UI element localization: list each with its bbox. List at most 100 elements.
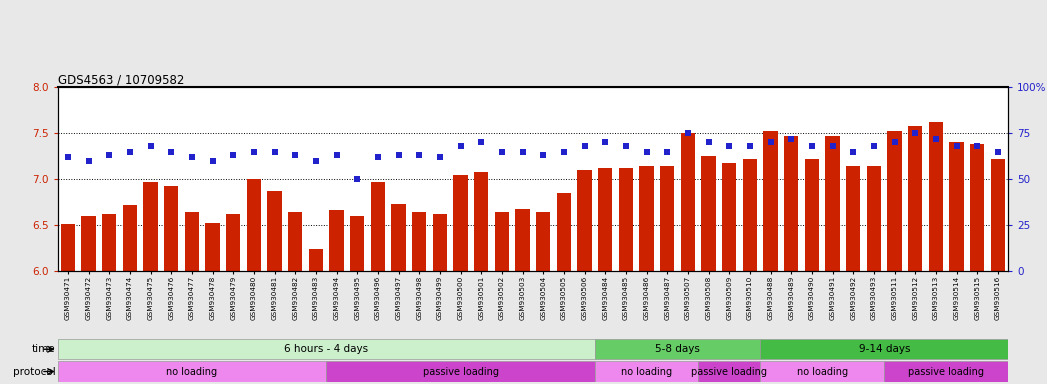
Bar [867, 166, 882, 271]
Text: no loading: no loading [621, 366, 672, 377]
Bar [267, 191, 282, 271]
Bar [58, 361, 327, 382]
Point [142, 143, 159, 149]
Point [163, 149, 180, 155]
Point [845, 149, 862, 155]
Bar [619, 168, 633, 271]
Text: protocol: protocol [13, 366, 55, 377]
Bar [846, 166, 861, 271]
Text: passive loading: passive loading [423, 366, 498, 377]
Bar [760, 361, 885, 382]
Bar [205, 223, 220, 271]
Bar [681, 133, 695, 271]
Text: 9-14 days: 9-14 days [859, 344, 910, 354]
Point [659, 149, 675, 155]
Bar [350, 216, 364, 271]
Bar [288, 212, 303, 271]
Point [949, 143, 965, 149]
Bar [825, 136, 840, 271]
Point [741, 143, 758, 149]
Bar [640, 166, 653, 271]
Bar [701, 156, 716, 271]
Text: GDS4563 / 10709582: GDS4563 / 10709582 [58, 73, 184, 86]
Point [121, 149, 138, 155]
Point [556, 149, 573, 155]
Text: no loading: no loading [166, 366, 218, 377]
Bar [58, 339, 595, 359]
Bar [432, 214, 447, 271]
Point [803, 143, 820, 149]
Text: passive loading: passive loading [908, 366, 984, 377]
Bar [722, 163, 736, 271]
Bar [595, 339, 760, 359]
Point [452, 143, 469, 149]
Point [328, 152, 344, 159]
Bar [453, 175, 468, 271]
Bar [805, 159, 819, 271]
Bar [598, 168, 612, 271]
Bar [102, 214, 116, 271]
Point [101, 152, 117, 159]
Bar [970, 144, 984, 271]
Text: passive loading: passive loading [691, 366, 767, 377]
Bar [760, 339, 1008, 359]
Point [783, 136, 800, 142]
Text: no loading: no loading [797, 366, 848, 377]
Bar [577, 170, 592, 271]
Bar [392, 204, 406, 271]
Point [721, 143, 738, 149]
Bar [990, 159, 1005, 271]
Bar [474, 172, 489, 271]
Bar [164, 186, 178, 271]
Bar [763, 131, 778, 271]
Bar [61, 223, 75, 271]
Point [183, 154, 200, 160]
Bar [143, 182, 158, 271]
Bar [327, 361, 595, 382]
Point [308, 158, 325, 164]
Bar [247, 179, 261, 271]
Point [639, 149, 655, 155]
Bar [660, 166, 674, 271]
Bar [908, 126, 922, 271]
Point [618, 143, 634, 149]
Point [824, 143, 841, 149]
Point [989, 149, 1006, 155]
Point [514, 149, 531, 155]
Point [60, 154, 76, 160]
Point [762, 139, 779, 146]
Point [81, 158, 97, 164]
Point [391, 152, 407, 159]
Point [680, 130, 696, 136]
Bar [742, 159, 757, 271]
Bar [413, 212, 426, 271]
Bar [122, 205, 137, 271]
Point [410, 152, 427, 159]
Bar [698, 361, 760, 382]
Bar [494, 212, 509, 271]
Point [886, 139, 903, 146]
Point [907, 130, 923, 136]
Bar [371, 182, 385, 271]
Bar [929, 122, 943, 271]
Bar [885, 361, 1008, 382]
Bar [595, 361, 698, 382]
Bar [82, 216, 96, 271]
Bar [309, 249, 324, 271]
Bar [888, 131, 901, 271]
Point [493, 149, 510, 155]
Point [597, 139, 614, 146]
Point [431, 154, 448, 160]
Point [204, 158, 221, 164]
Bar [226, 214, 241, 271]
Point [225, 152, 242, 159]
Point [473, 139, 490, 146]
Point [968, 143, 985, 149]
Bar [184, 212, 199, 271]
Point [287, 152, 304, 159]
Bar [330, 210, 343, 271]
Point [866, 143, 883, 149]
Point [535, 152, 552, 159]
Point [246, 149, 263, 155]
Point [928, 136, 944, 142]
